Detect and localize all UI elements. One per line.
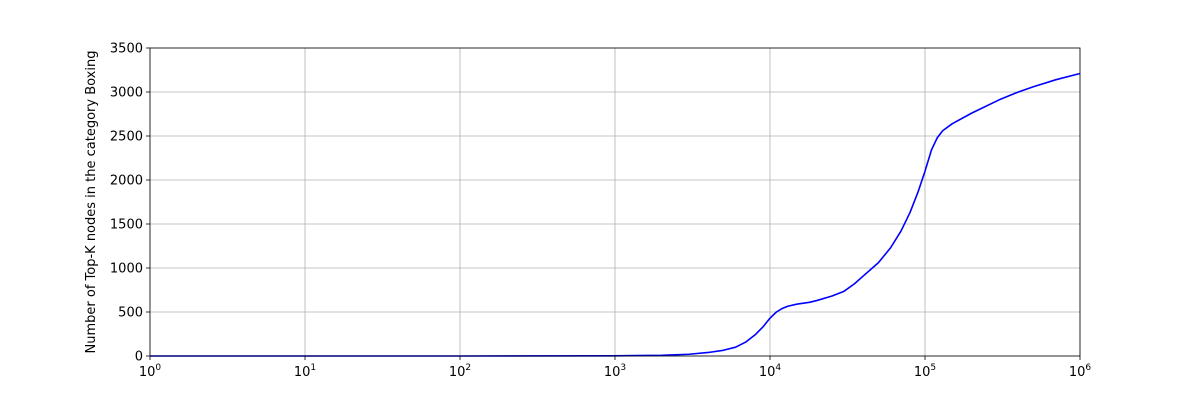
y-tick-label: 500	[118, 306, 143, 321]
y-tick-label: 2000	[110, 174, 143, 189]
y-tick-label: 1000	[110, 262, 143, 277]
y-tick-label: 1500	[110, 218, 143, 233]
axis-ticks: 100 101 102 103 104 105 106 0 500 1000 1500 2000 250…	[110, 42, 1092, 381]
series-layer	[150, 72, 1081, 357]
x-tick-label: 104	[759, 363, 782, 380]
x-tick-label: 105	[914, 363, 936, 380]
y-axis-label: Number of Top-K nodes in the category Bo…	[84, 51, 99, 354]
x-tick-label: 102	[449, 363, 471, 380]
x-tick-label: 103	[604, 363, 626, 380]
grid-lines	[149, 47, 1081, 357]
x-tick-label: 101	[294, 363, 316, 380]
x-tick-label: 106	[1069, 363, 1092, 380]
y-tick-label: 3500	[110, 42, 143, 57]
x-tick-label: 100	[139, 363, 162, 380]
y-tick-label: 3000	[110, 86, 143, 101]
y-tick-label: 2500	[110, 130, 143, 145]
series-line	[150, 72, 1081, 357]
y-tick-label: 0	[135, 350, 143, 365]
